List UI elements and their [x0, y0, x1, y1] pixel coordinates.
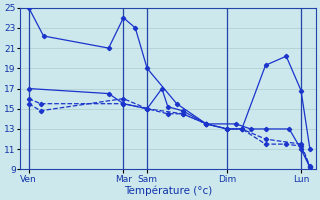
X-axis label: Température (°c): Température (°c) [124, 185, 212, 196]
